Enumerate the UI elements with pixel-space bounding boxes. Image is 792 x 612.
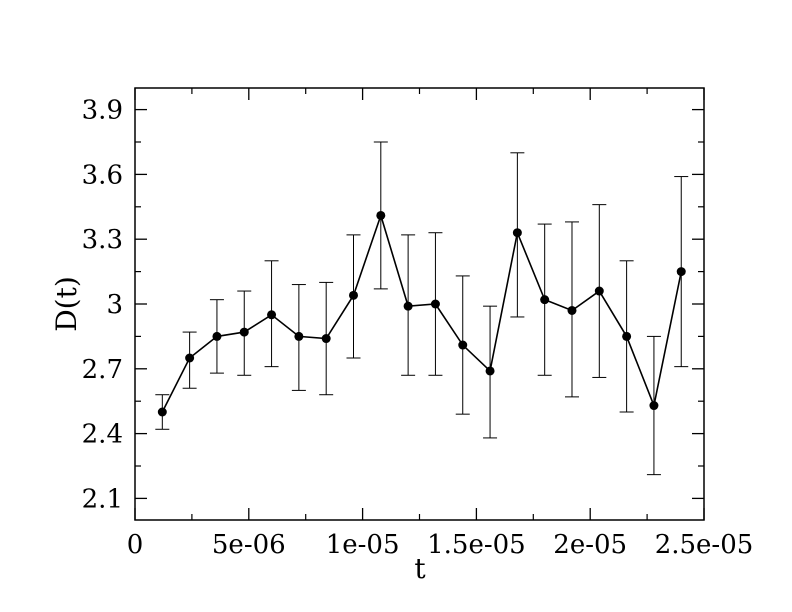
data-point bbox=[239, 327, 249, 337]
data-point bbox=[540, 295, 550, 305]
y-axis-label: D(t) bbox=[50, 276, 83, 332]
data-point bbox=[348, 290, 358, 300]
data-point bbox=[157, 407, 167, 417]
data-point bbox=[622, 331, 632, 341]
data-point bbox=[567, 305, 577, 315]
x-tick-label: 5e-06 bbox=[212, 530, 286, 560]
series-line bbox=[161, 212, 683, 413]
x-tick-label: 1.5e-05 bbox=[427, 530, 526, 560]
data-point bbox=[376, 210, 386, 220]
y-tick-label: 3.9 bbox=[82, 96, 123, 126]
x-tick-label: 2.5e-05 bbox=[655, 530, 754, 560]
x-tick-label: 0 bbox=[127, 530, 144, 560]
y-tick-label: 3 bbox=[106, 290, 123, 320]
axes: 0 5e-06 1e-05 1.5e-05 2e-05 2.5e-05 2.1 2.4 2.7 3… bbox=[82, 87, 754, 560]
y-tick-label: 3.6 bbox=[82, 160, 123, 190]
data-point bbox=[649, 401, 659, 411]
y-tick-label: 2.7 bbox=[82, 355, 123, 385]
y-tick-label: 2.4 bbox=[82, 420, 123, 450]
data-point bbox=[430, 299, 440, 309]
data-point bbox=[321, 334, 331, 344]
x-tick-label: 1e-05 bbox=[326, 530, 400, 560]
y-tick-label: 2.1 bbox=[82, 484, 123, 514]
data-point bbox=[294, 331, 304, 341]
data-point bbox=[458, 340, 468, 350]
data-point bbox=[267, 310, 277, 320]
data-point bbox=[676, 267, 686, 277]
data-point bbox=[185, 353, 195, 363]
data-point bbox=[512, 228, 522, 238]
data-point bbox=[485, 366, 495, 376]
plot-marks bbox=[155, 141, 689, 476]
x-tick-label: 2e-05 bbox=[553, 530, 627, 560]
y-tick-label: 3.3 bbox=[82, 225, 123, 255]
data-point bbox=[403, 301, 413, 311]
data-point bbox=[594, 286, 604, 296]
x-axis-label: t bbox=[414, 552, 426, 585]
data-point bbox=[212, 331, 222, 341]
